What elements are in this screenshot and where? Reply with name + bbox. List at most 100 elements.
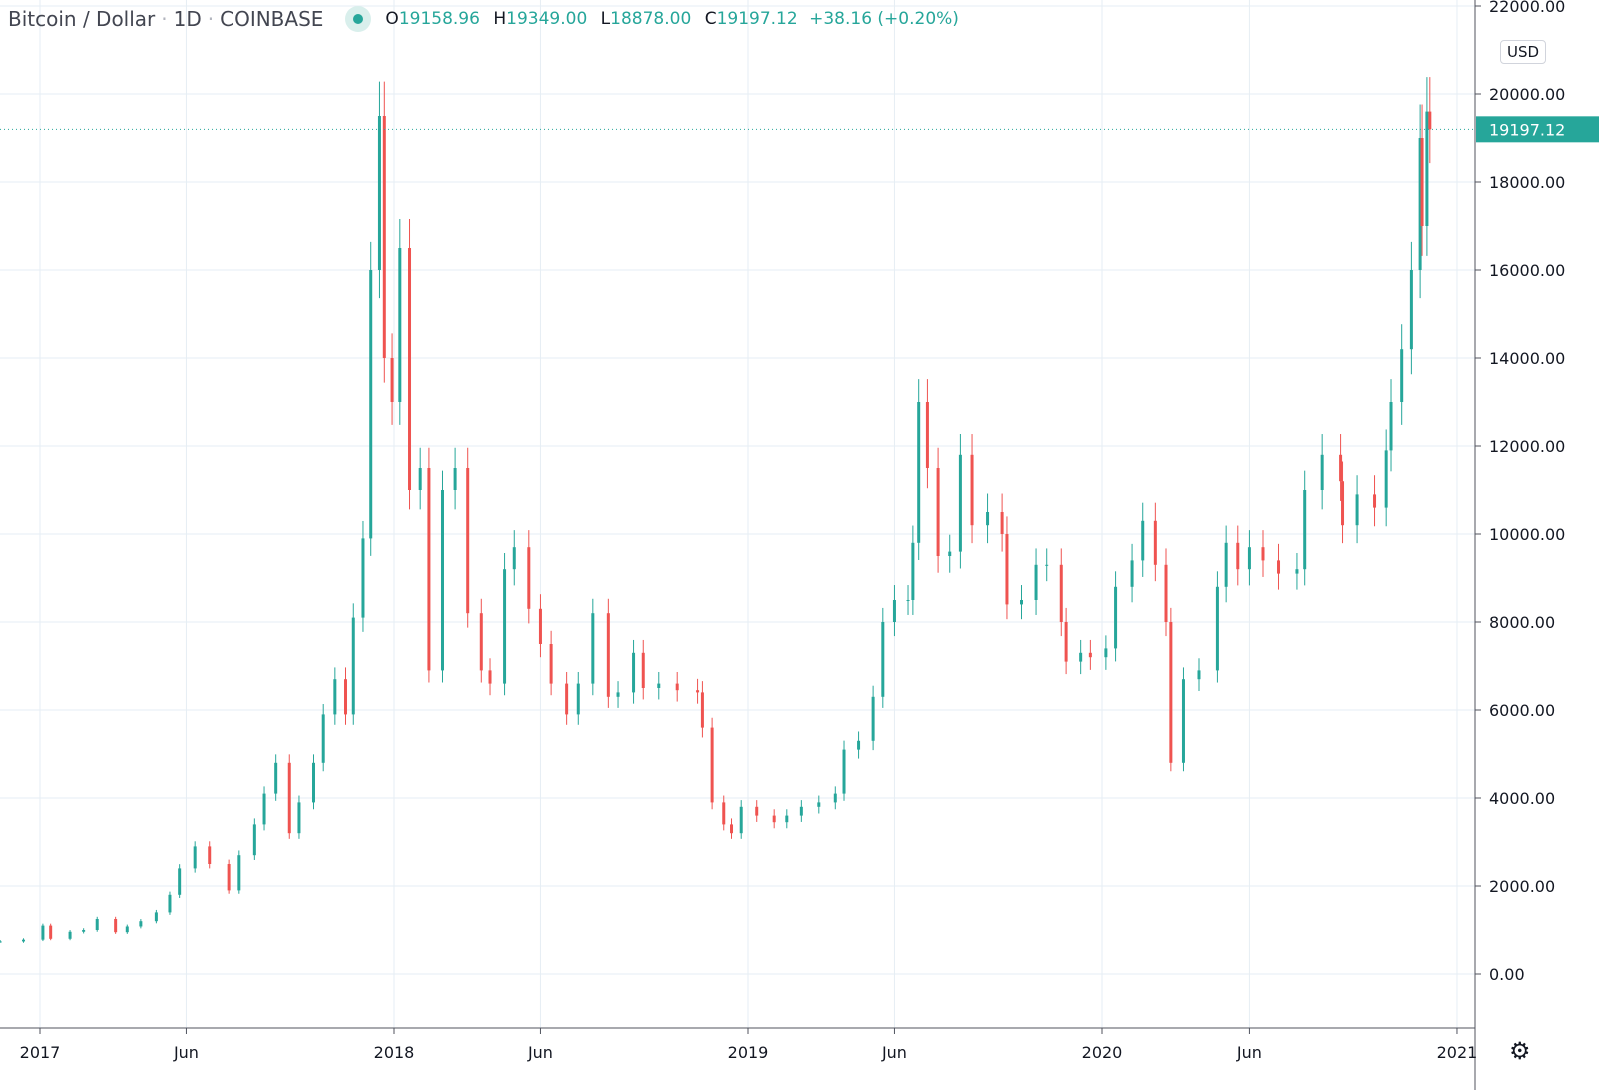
candle-body (114, 919, 118, 933)
candle-body (49, 925, 53, 939)
candle-body (1355, 494, 1359, 526)
candle-body (1224, 542, 1228, 587)
exchange: COINBASE (220, 7, 324, 31)
candle-body (936, 468, 940, 556)
candle-body (730, 824, 734, 834)
candle-body (591, 613, 595, 684)
candle-body (799, 806, 803, 816)
candle-body (657, 683, 661, 688)
candle-body (22, 939, 26, 942)
candle-body (1197, 670, 1201, 680)
candle-body (1079, 652, 1083, 662)
candle-body (208, 846, 212, 864)
candle-body (1384, 450, 1388, 508)
candle-body (479, 613, 483, 671)
candle-body (1114, 586, 1118, 649)
candle-body (1303, 490, 1307, 570)
candle-body (1295, 569, 1299, 574)
close-value: 19197.12 (716, 9, 798, 29)
candle-body (970, 454, 974, 526)
candle-body (1420, 138, 1424, 226)
candle-body (632, 652, 636, 693)
candle-body (881, 622, 885, 697)
candle-body (1425, 111, 1429, 226)
currency-button[interactable]: USD (1500, 40, 1547, 64)
candle-body (237, 855, 241, 891)
candle-body (917, 402, 921, 543)
candle-body (408, 248, 412, 490)
x-tick-label: Jun (881, 1043, 907, 1062)
last-price-label: 19197.12 (1489, 120, 1565, 139)
candle-body (82, 930, 86, 932)
candle-body (262, 793, 266, 825)
candle-body (675, 683, 679, 691)
low-value: 18878.00 (610, 9, 692, 29)
candle-body (527, 547, 531, 609)
candle-body (297, 802, 301, 834)
candle-body (333, 679, 337, 715)
y-tick-label: 4000.00 (1489, 789, 1555, 808)
gear-icon[interactable]: ⚙ (1509, 1037, 1531, 1065)
candle-body (1000, 512, 1004, 534)
candle-body (1339, 454, 1343, 482)
candle-body (1215, 586, 1219, 671)
candle-body (911, 542, 915, 600)
candle-body (700, 692, 704, 728)
y-tick-label: 10000.00 (1489, 525, 1565, 544)
candle-body (1005, 534, 1009, 605)
candle-body (722, 802, 726, 825)
legend-separator: · (207, 7, 215, 31)
candle-body (1247, 547, 1251, 570)
candle-body (606, 613, 610, 697)
candle-body (1064, 622, 1068, 662)
candle-body (948, 551, 952, 556)
candle-body (1034, 564, 1038, 600)
candle-body (616, 692, 620, 697)
candle-body (772, 815, 776, 823)
candle-body (1141, 520, 1145, 561)
candle-body (1045, 564, 1049, 566)
candle-body (227, 864, 231, 891)
y-tick-label: 6000.00 (1489, 701, 1555, 720)
candle-body (512, 547, 516, 570)
market-status-dot-icon (345, 6, 372, 32)
x-tick-label: 2017 (20, 1043, 61, 1062)
candle-body (1418, 138, 1422, 270)
candle-body (871, 696, 875, 741)
candle-body (1153, 520, 1157, 565)
symbol-name[interactable]: Bitcoin / Dollar (8, 7, 156, 31)
candle-body (986, 512, 990, 526)
candle-body (1400, 349, 1404, 402)
candle-body (168, 894, 172, 913)
y-tick-label: 8000.00 (1489, 613, 1555, 632)
candle-body (68, 931, 72, 939)
candle-body (1169, 622, 1173, 763)
change-value: +38.16 (+0.20%) (809, 9, 959, 29)
x-tick-label: Jun (527, 1043, 553, 1062)
candle-body (466, 468, 470, 614)
legend-separator: · (161, 7, 168, 31)
low-label: L (600, 9, 611, 29)
y-tick-label: 20000.00 (1489, 85, 1565, 104)
candle-body (1104, 648, 1108, 658)
candle-body (377, 116, 381, 270)
candle-body (1164, 564, 1168, 622)
y-tick-label: 12000.00 (1489, 437, 1565, 456)
candle-body (785, 815, 789, 823)
high-value: 19349.00 (506, 9, 588, 29)
candle-body (418, 468, 422, 490)
candle-body (576, 683, 580, 715)
y-tick-label: 18000.00 (1489, 173, 1565, 192)
candle-body (833, 793, 837, 803)
candle-body (252, 824, 256, 856)
last-price-tag (1476, 116, 1599, 143)
candle-body (503, 569, 507, 684)
candle-body (1236, 542, 1240, 570)
interval[interactable]: 1D (173, 7, 202, 31)
candle-body (488, 670, 492, 684)
candle-body (1320, 454, 1324, 490)
candle-body (344, 679, 348, 715)
candle-body (390, 358, 394, 402)
candle-body (817, 802, 821, 807)
